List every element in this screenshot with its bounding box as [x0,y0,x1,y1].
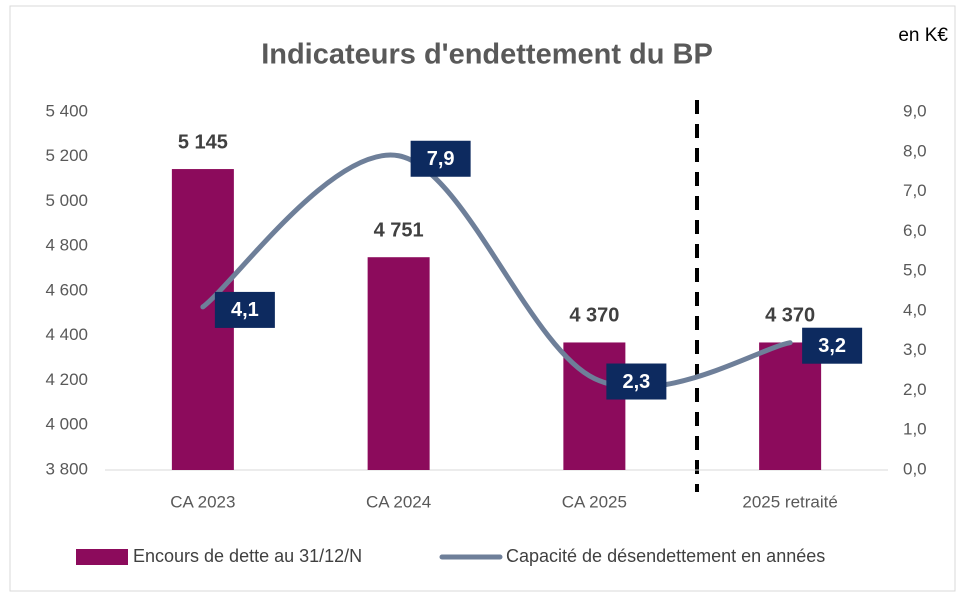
y2-tick-label: 7,0 [903,181,927,200]
y2-tick-label: 4,0 [903,300,927,319]
line-value-label: 2,3 [622,371,650,393]
y2-tick-label: 9,0 [903,101,927,120]
chart-title: Indicateurs d'endettement du BP [261,39,713,71]
y2-tick-label: 3,0 [903,340,927,359]
y-tick-label: 4 800 [45,236,88,255]
y-tick-label: 4 000 [45,415,88,434]
legend-swatch [76,549,128,565]
y-tick-label: 5 400 [45,101,88,120]
line-value-label: 4,1 [231,299,259,321]
y2-tick-label: 1,0 [903,420,927,439]
line-value-box [214,291,275,328]
x-tick-label: CA 2025 [562,492,627,511]
unit-annotation: en K€ [898,25,948,46]
line-value-box [606,363,667,400]
y-tick-label: 5 200 [45,146,88,165]
y-tick-label: 4 200 [45,370,88,389]
y2-tick-label: 5,0 [903,261,927,280]
x-tick-label: 2025 retraité [742,492,837,511]
y2-tick-label: 6,0 [903,221,927,240]
bar [759,342,822,470]
line-value-label: 3,2 [818,335,846,357]
y2-tick-label: 0,0 [903,459,927,478]
line-value-label: 7,9 [427,148,455,170]
bar-value-label: 4 370 [765,305,815,327]
y-tick-label: 5 000 [45,191,88,210]
y-tick-label: 4 600 [45,280,88,299]
y-tick-label: 3 800 [45,459,88,478]
bar-value-label: 4 370 [569,305,619,327]
x-tick-label: CA 2024 [366,492,431,511]
y2-tick-label: 8,0 [903,141,927,160]
legend-label: Encours de dette au 31/12/N [133,546,362,566]
bar-value-label: 5 145 [178,131,228,153]
chart-frame [9,5,956,592]
y-tick-label: 4 400 [45,325,88,344]
legend-label: Capacité de désendettement en années [506,546,825,566]
line-value-box [410,140,471,177]
line [200,152,793,390]
line-value-box [802,327,863,364]
bar [367,257,430,470]
y2-tick-label: 2,0 [903,380,927,399]
x-tick-label: CA 2023 [170,492,235,511]
bar-value-label: 4 751 [374,219,424,241]
